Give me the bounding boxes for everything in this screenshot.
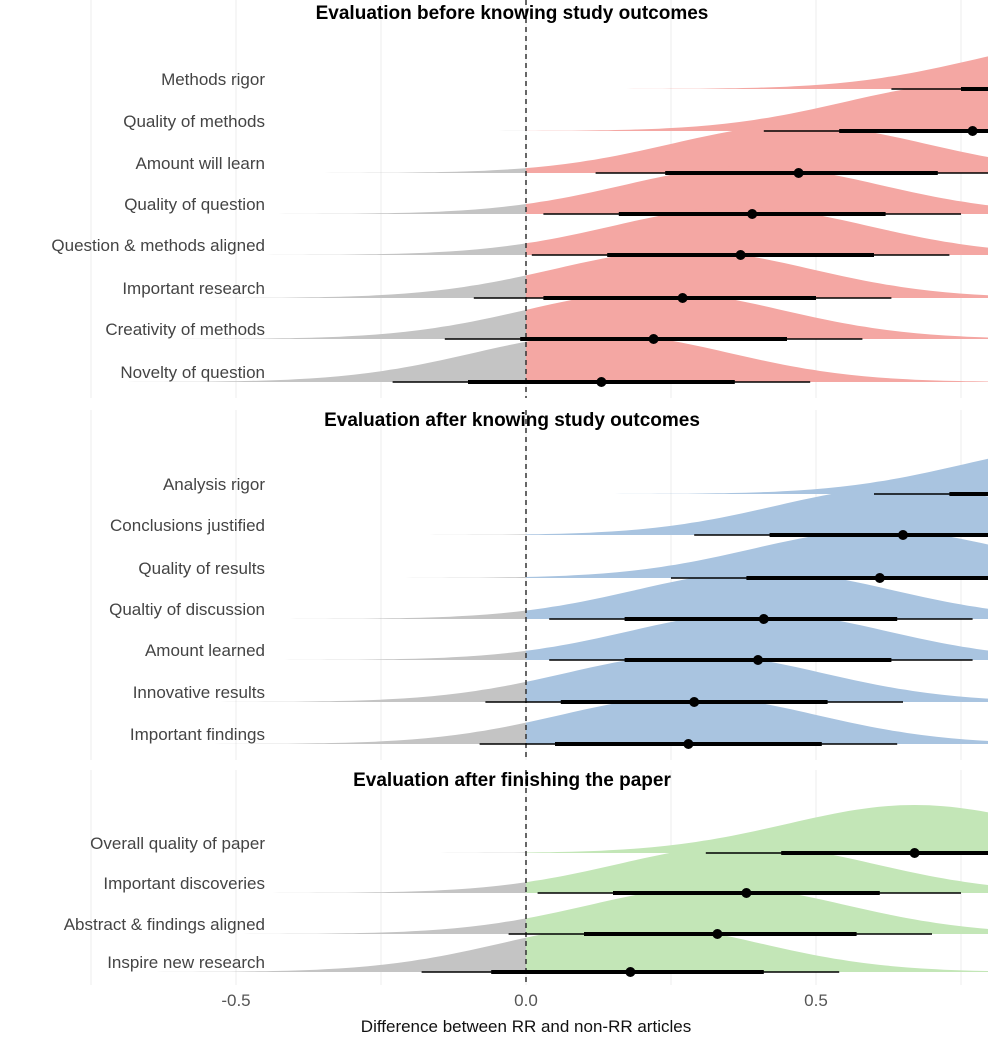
- point-estimate: [712, 929, 722, 939]
- point-estimate: [753, 655, 763, 665]
- point-estimate: [875, 573, 885, 583]
- density-below-zero: [230, 243, 526, 255]
- density-curve: [526, 250, 988, 298]
- row-label: Important research: [122, 279, 265, 298]
- point-estimate: [683, 739, 693, 749]
- density-curve: [590, 41, 988, 89]
- density-curve: [526, 530, 988, 578]
- density-below-zero: [253, 611, 526, 620]
- point-estimate: [689, 697, 699, 707]
- density-below-zero: [369, 577, 526, 578]
- density-below-zero: [242, 204, 526, 214]
- row-label: Inspire new research: [107, 953, 265, 972]
- density-below-zero: [288, 168, 526, 173]
- panel-title: Evaluation before knowing study outcomes: [316, 3, 709, 24]
- row-label: Abstract & findings aligned: [64, 915, 265, 934]
- x-tick-label: -0.5: [221, 991, 250, 1010]
- row-label: Creativity of methods: [105, 320, 265, 339]
- point-estimate: [747, 209, 757, 219]
- row-label: Conclusions justified: [110, 516, 265, 535]
- row-label: Methods rigor: [161, 70, 265, 89]
- density-below-zero: [393, 534, 526, 535]
- point-estimate: [678, 293, 688, 303]
- row-label: Amount learned: [145, 641, 265, 660]
- row-label: Quality of question: [124, 195, 265, 214]
- density-curve: [526, 334, 988, 382]
- row-label: Novelty of question: [120, 363, 265, 382]
- point-estimate: [736, 250, 746, 260]
- point-estimate: [759, 614, 769, 624]
- row-label: Qualtiy of discussion: [109, 600, 265, 619]
- point-estimate: [625, 967, 635, 977]
- point-estimate: [596, 377, 606, 387]
- row-label: Quality of results: [138, 559, 265, 578]
- row-label: Overall quality of paper: [90, 834, 265, 853]
- density-layer: [91, 41, 988, 972]
- row-label: Analysis rigor: [163, 475, 265, 494]
- density-curve: [578, 446, 988, 494]
- row-label: Amount will learn: [136, 154, 265, 173]
- row-label: Quality of methods: [123, 112, 265, 131]
- x-axis-title: Difference between RR and non-RR article…: [361, 1017, 691, 1036]
- density-below-zero: [248, 651, 526, 660]
- x-tick-label: 0.5: [804, 991, 828, 1010]
- panel-title: Evaluation after finishing the paper: [353, 770, 671, 791]
- x-tick-label: 0.0: [514, 991, 538, 1010]
- point-estimate: [649, 334, 659, 344]
- point-estimate: [968, 126, 978, 136]
- point-estimate: [741, 888, 751, 898]
- point-estimate: [910, 848, 920, 858]
- point-estimate: [898, 530, 908, 540]
- point-estimate: [794, 168, 804, 178]
- row-label: Important findings: [130, 725, 265, 744]
- panel-title: Evaluation after knowing study outcomes: [324, 410, 700, 431]
- row-label: Innovative results: [133, 683, 265, 702]
- row-label: Question & methods aligned: [51, 236, 265, 255]
- density-curve: [526, 83, 988, 131]
- row-label: Important discoveries: [103, 874, 265, 893]
- density-below-zero: [404, 853, 526, 854]
